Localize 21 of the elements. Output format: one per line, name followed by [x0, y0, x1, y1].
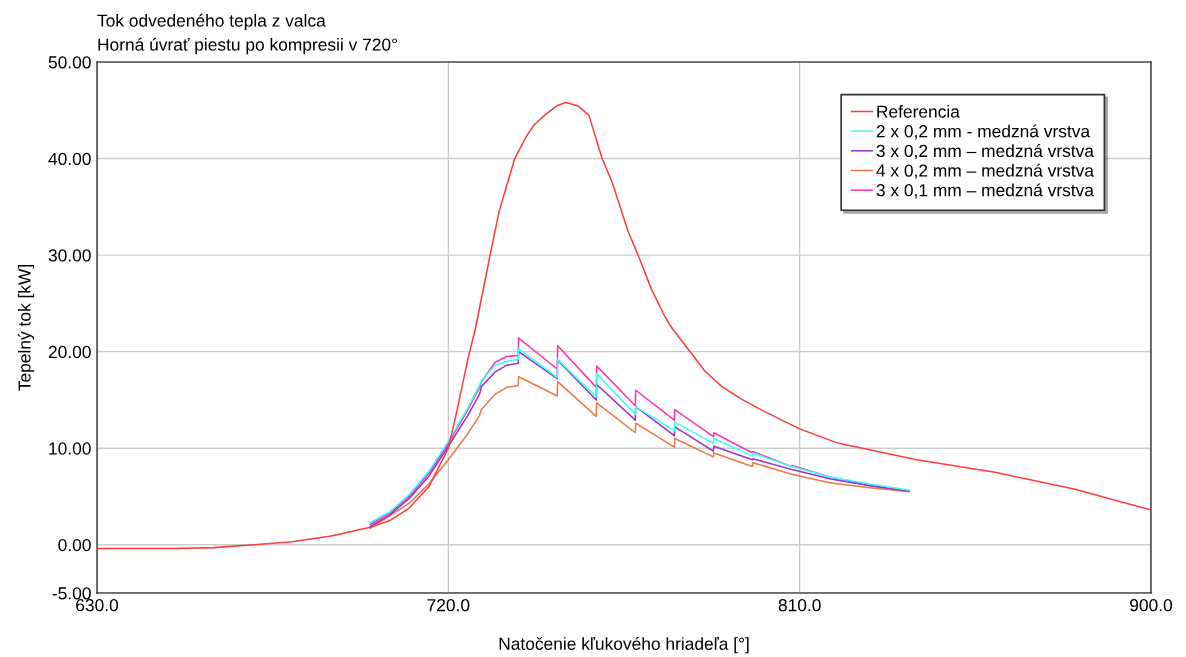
legend-label: 4 x 0,2 mm – medzná vrstva — [876, 163, 1094, 179]
legend-label: 2 x 0,2 mm - medzná vrstva — [876, 124, 1091, 140]
y-axis-title: Tepelný tok [kW] — [17, 265, 35, 391]
y-tick-label: 50.00 — [48, 56, 91, 69]
x-tick-label: 810.0 — [778, 599, 821, 612]
x-tick-label: 630.0 — [76, 599, 119, 612]
y-tick-label: -5.00 — [52, 587, 91, 600]
chart-subtitle: Horná úvrať piestu po kompresii v 720° — [98, 37, 397, 55]
x-tick-label: 720.0 — [427, 599, 470, 612]
y-tick-label: 30.00 — [48, 249, 91, 262]
y-tick-label: 0.00 — [58, 538, 91, 552]
legend-label: 3 x 0,1 mm – medzná vrstva — [876, 183, 1094, 199]
x-axis-title: Natočenie kľukového hriadeľa [°] — [499, 636, 749, 654]
legend-label: Referencia — [877, 104, 960, 118]
chart-title: Tok odvedeného tepla z valca — [97, 13, 326, 31]
y-tick-label: 10.00 — [49, 442, 91, 455]
x-tick-label: 900.0 — [1130, 599, 1173, 612]
y-tick-label: 20.00 — [48, 345, 91, 359]
y-tick-label: 40.00 — [48, 152, 91, 166]
line-series — [97, 101, 1151, 550]
legend-label: 3 x 0,2 mm – medzná vrstva — [876, 144, 1094, 160]
